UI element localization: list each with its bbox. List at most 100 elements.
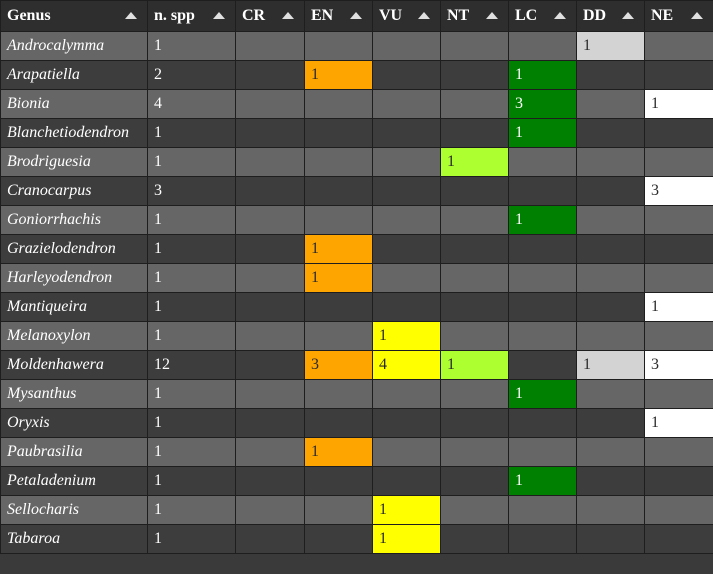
cell-cr: [235, 31, 305, 61]
cell-nspp: 1: [147, 379, 236, 409]
cell-nspp: 1: [147, 118, 236, 148]
sort-up-icon[interactable]: [554, 12, 566, 19]
cell-genus: Cranocarpus: [0, 176, 148, 206]
cell-genus: Harleyodendron: [0, 263, 148, 293]
cell-lc: [508, 147, 577, 177]
cell-cr: [235, 176, 305, 206]
sort-up-icon[interactable]: [691, 12, 703, 19]
cell-lc: [508, 31, 577, 61]
cell-nt: [440, 466, 509, 496]
cell-lc: 1: [508, 118, 577, 148]
cell-en: [304, 321, 373, 351]
sort-up-icon[interactable]: [125, 12, 137, 19]
cell-nspp: 1: [147, 495, 236, 525]
cell-en: [304, 205, 373, 235]
cell-cr: [235, 205, 305, 235]
cell-genus: Mantiqueira: [0, 292, 148, 322]
cell-lc: [508, 495, 577, 525]
cell-vu: 1: [372, 495, 441, 525]
cell-dd: [576, 147, 645, 177]
sort-up-icon[interactable]: [350, 12, 362, 19]
cell-en: [304, 176, 373, 206]
cell-vu: 1: [372, 321, 441, 351]
col-header-nspp[interactable]: n. spp: [147, 0, 236, 32]
col-label: Genus: [7, 7, 51, 24]
col-header-en[interactable]: EN: [304, 0, 373, 32]
cell-vu: [372, 292, 441, 322]
cell-ne: 3: [644, 350, 713, 380]
sort-up-icon[interactable]: [622, 12, 634, 19]
sort-up-icon[interactable]: [282, 12, 294, 19]
cell-nt: [440, 234, 509, 264]
cell-ne: [644, 234, 713, 264]
cell-genus: Oryxis: [0, 408, 148, 438]
cell-nt: 1: [440, 147, 509, 177]
cell-dd: [576, 437, 645, 467]
table-row: Bionia 4 3 1: [0, 89, 713, 119]
cell-nt: [440, 524, 509, 554]
cell-cr: [235, 147, 305, 177]
cell-lc: [508, 524, 577, 554]
cell-vu: [372, 437, 441, 467]
cell-nt: [440, 118, 509, 148]
cell-dd: [576, 234, 645, 264]
sort-up-icon[interactable]: [213, 12, 225, 19]
cell-lc: [508, 234, 577, 264]
table-row: Melanoxylon 1 1: [0, 321, 713, 351]
col-header-dd[interactable]: DD: [576, 0, 645, 32]
cell-en: [304, 31, 373, 61]
col-header-cr[interactable]: CR: [235, 0, 305, 32]
cell-nspp: 1: [147, 321, 236, 351]
cell-ne: [644, 205, 713, 235]
cell-lc: [508, 408, 577, 438]
cell-lc: 3: [508, 89, 577, 119]
table-row: Arapatiella 2 1 1: [0, 60, 713, 90]
cell-ne: [644, 31, 713, 61]
cell-lc: [508, 437, 577, 467]
cell-lc: 1: [508, 379, 577, 409]
cell-cr: [235, 350, 305, 380]
cell-cr: [235, 495, 305, 525]
table-row: Mantiqueira 1 1: [0, 292, 713, 322]
cell-nt: [440, 437, 509, 467]
table-row: Petaladenium 1 1: [0, 466, 713, 496]
cell-genus: Melanoxylon: [0, 321, 148, 351]
cell-dd: [576, 176, 645, 206]
cell-en: [304, 89, 373, 119]
cell-en: 1: [304, 60, 373, 90]
cell-en: [304, 495, 373, 525]
sort-up-icon[interactable]: [418, 12, 430, 19]
col-header-ne[interactable]: NE: [644, 0, 713, 32]
cell-nt: [440, 263, 509, 293]
col-header-genus[interactable]: Genus: [0, 0, 148, 32]
cell-ne: 3: [644, 176, 713, 206]
header-row: Genus n. spp CR EN VU NT LC DD NE: [0, 0, 713, 32]
cell-ne: [644, 321, 713, 351]
species-table: Genus n. spp CR EN VU NT LC DD NE Androc…: [0, 0, 713, 554]
cell-ne: [644, 263, 713, 293]
cell-dd: [576, 379, 645, 409]
cell-genus: Blanchetiodendron: [0, 118, 148, 148]
table-row: Mysanthus 1 1: [0, 379, 713, 409]
cell-genus: Goniorrhachis: [0, 205, 148, 235]
cell-ne: [644, 524, 713, 554]
cell-cr: [235, 118, 305, 148]
cell-vu: [372, 466, 441, 496]
cell-ne: [644, 118, 713, 148]
col-header-lc[interactable]: LC: [508, 0, 577, 32]
table-row: Tabaroa 1 1: [0, 524, 713, 554]
col-header-nt[interactable]: NT: [440, 0, 509, 32]
cell-lc: [508, 263, 577, 293]
sort-up-icon[interactable]: [486, 12, 498, 19]
table-row: Goniorrhachis 1 1: [0, 205, 713, 235]
cell-genus: Androcalymma: [0, 31, 148, 61]
cell-en: [304, 408, 373, 438]
cell-nspp: 1: [147, 263, 236, 293]
cell-cr: [235, 60, 305, 90]
cell-dd: [576, 466, 645, 496]
cell-en: [304, 379, 373, 409]
col-label: NE: [651, 7, 674, 24]
cell-genus: Mysanthus: [0, 379, 148, 409]
col-header-vu[interactable]: VU: [372, 0, 441, 32]
cell-vu: [372, 408, 441, 438]
